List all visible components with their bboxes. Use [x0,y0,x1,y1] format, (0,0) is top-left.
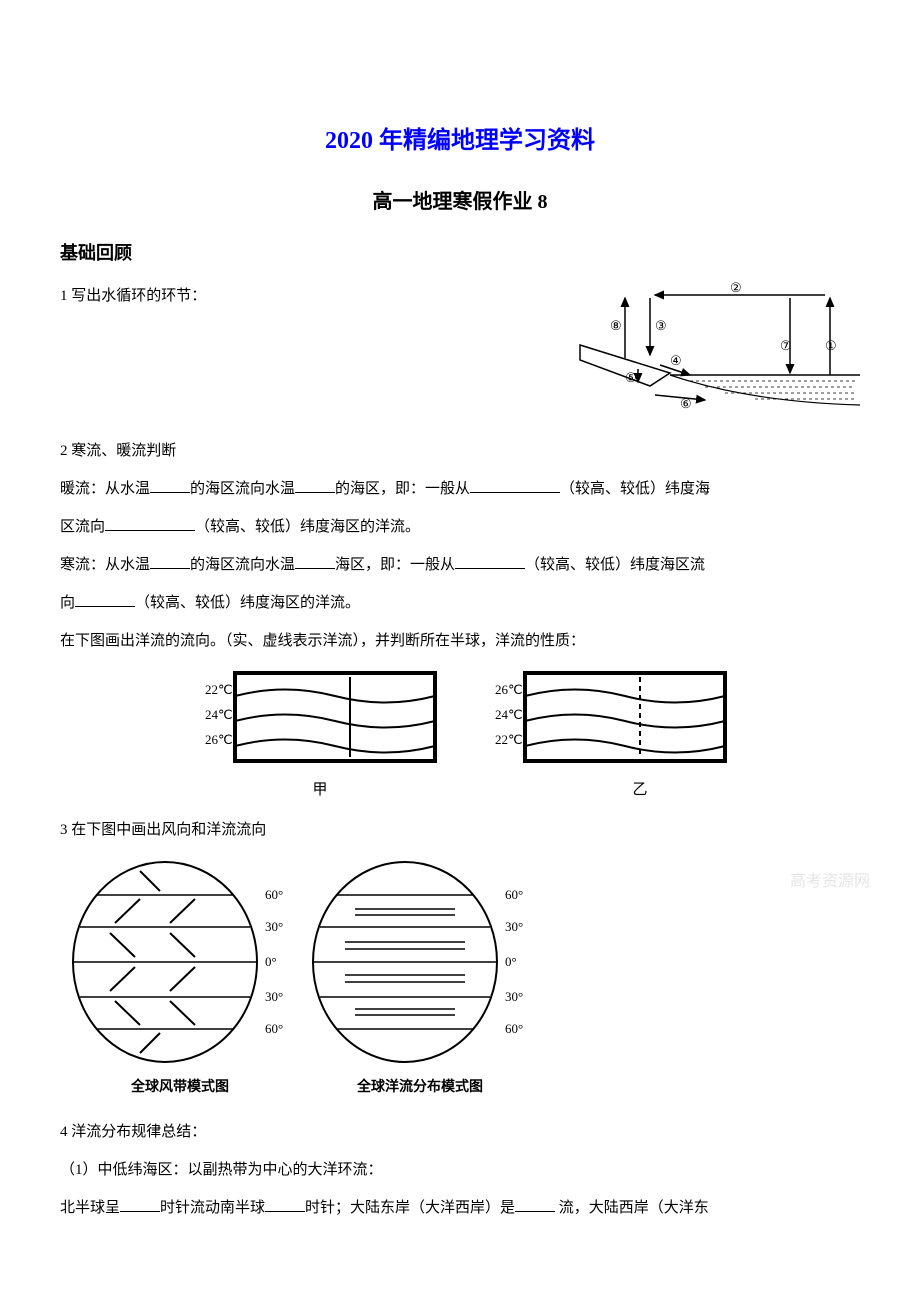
question-1: ② ① ⑦ ③ ⑧ ④ ⑤ ⑥ [60,280,860,425]
q2-line2: 区流向（较高、较低）纬度海区的洋流。 [60,511,860,544]
label-2: ② [730,280,742,295]
svg-text:30°: 30° [265,919,283,934]
label-7: ⑦ [780,338,792,353]
svg-text:24℃: 24℃ [495,707,523,722]
label-1: ① [825,338,837,353]
q3-heading: 3 在下图中画出风向和洋流流向 [60,814,860,847]
svg-text:30°: 30° [265,989,283,1004]
ocean-current-globe: 60° 30° 0° 30° 60° [300,857,540,1067]
wind-globe-caption: 全球风带模式图 [60,1076,300,1096]
svg-text:0°: 0° [265,954,277,969]
svg-text:30°: 30° [505,919,523,934]
wind-belt-globe: 60° 30° 0° 30° 60° [60,857,300,1067]
svg-text:26℃: 26℃ [495,682,523,697]
svg-text:26℃: 26℃ [205,732,233,747]
svg-text:60°: 60° [265,887,283,902]
q2-heading: 2 寒流、暖流判断 [60,435,860,468]
q2-line1: 暖流：从水温的海区流向水温的海区，即：一般从（较高、较低）纬度海 [60,473,860,506]
q2-line5: 在下图画出洋流的流向。（实、虚线表示洋流），并判断所在半球，洋流的性质： [60,625,860,658]
sub-title: 高一地理寒假作业 8 [60,185,860,214]
current-globe-caption: 全球洋流分布模式图 [300,1076,540,1096]
q2-line4: 向（较高、较低）纬度海区的洋流。 [60,587,860,620]
q4-heading: 4 洋流分布规律总结： [60,1116,860,1149]
caption-jia: 甲 [312,778,327,799]
svg-text:60°: 60° [505,1021,523,1036]
main-title: 2020 年精编地理学习资料 [60,120,860,155]
svg-text:22℃: 22℃ [205,682,233,697]
q4-line2: 北半球呈时针流动南半球时针；大陆东岸（大洋西岸）是 流，大陆西岸（大洋东 [60,1192,860,1225]
label-4: ④ [670,353,682,368]
water-cycle-diagram: ② ① ⑦ ③ ⑧ ④ ⑤ ⑥ [530,280,860,415]
q4-line1: （1）中低纬海区：以副热带为中心的大洋环流： [60,1154,860,1187]
label-3: ③ [655,318,667,333]
label-8: ⑧ [610,318,622,333]
caption-yi: 乙 [632,778,647,799]
svg-text:60°: 60° [505,887,523,902]
svg-text:22℃: 22℃ [495,732,523,747]
chart-yi: 26℃ 24℃ 22℃ [475,668,735,768]
svg-text:0°: 0° [505,954,517,969]
isotherm-charts: 22℃ 24℃ 26℃ 26℃ 24℃ 22℃ [60,668,860,768]
label-6: ⑥ [680,396,692,410]
svg-text:24℃: 24℃ [205,707,233,722]
svg-text:30°: 30° [505,989,523,1004]
chart-jia: 22℃ 24℃ 26℃ [185,668,445,768]
globe-diagrams: 60° 30° 0° 30° 60° 全球风带模式图 [60,857,860,1096]
q2-line3: 寒流：从水温的海区流向水温海区，即：一般从（较高、较低）纬度海区流 [60,549,860,582]
section-heading: 基础回顾 [60,239,860,265]
svg-text:60°: 60° [265,1021,283,1036]
